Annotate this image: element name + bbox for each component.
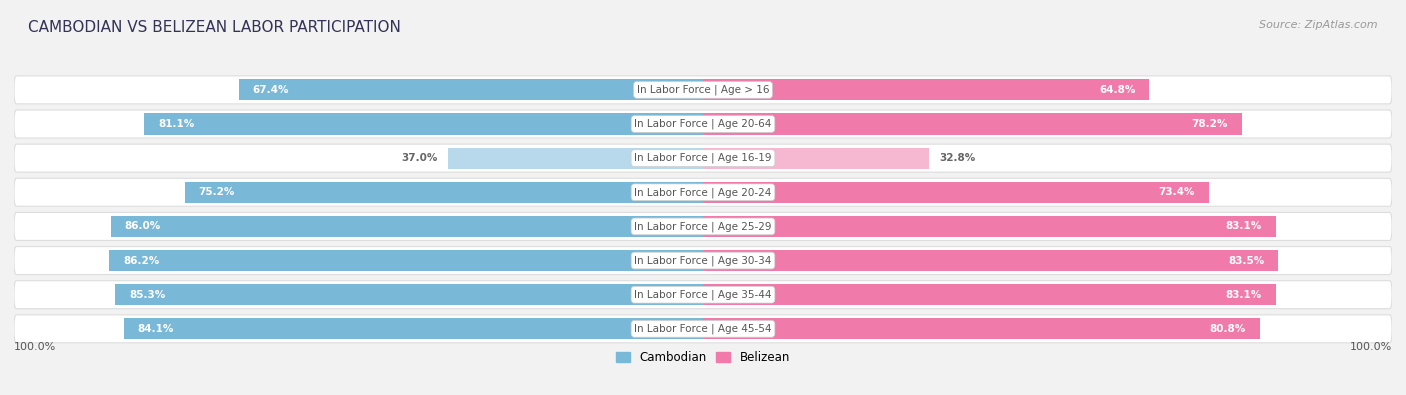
Text: 67.4%: 67.4% bbox=[253, 85, 290, 95]
Text: In Labor Force | Age 30-34: In Labor Force | Age 30-34 bbox=[634, 255, 772, 266]
Text: 80.8%: 80.8% bbox=[1209, 324, 1246, 334]
FancyBboxPatch shape bbox=[14, 76, 1392, 104]
Text: 100.0%: 100.0% bbox=[1350, 342, 1392, 352]
Text: 64.8%: 64.8% bbox=[1099, 85, 1136, 95]
Bar bbox=[239, 79, 703, 100]
FancyBboxPatch shape bbox=[14, 315, 1392, 343]
FancyBboxPatch shape bbox=[14, 246, 1392, 275]
Legend: Cambodian, Belizean: Cambodian, Belizean bbox=[616, 351, 790, 364]
Bar bbox=[124, 318, 703, 339]
FancyBboxPatch shape bbox=[14, 178, 1392, 206]
Text: 32.8%: 32.8% bbox=[939, 153, 976, 163]
Bar bbox=[186, 182, 703, 203]
Text: 86.2%: 86.2% bbox=[122, 256, 159, 265]
Text: 83.5%: 83.5% bbox=[1229, 256, 1264, 265]
FancyBboxPatch shape bbox=[14, 144, 1392, 172]
Bar bbox=[145, 113, 703, 135]
FancyBboxPatch shape bbox=[14, 281, 1392, 308]
Bar bbox=[703, 250, 1278, 271]
Text: 37.0%: 37.0% bbox=[401, 153, 437, 163]
Text: 73.4%: 73.4% bbox=[1159, 187, 1195, 197]
Bar bbox=[111, 216, 703, 237]
Text: In Labor Force | Age 20-64: In Labor Force | Age 20-64 bbox=[634, 119, 772, 129]
Text: 100.0%: 100.0% bbox=[14, 342, 56, 352]
Bar bbox=[703, 148, 929, 169]
Bar bbox=[703, 182, 1209, 203]
Text: In Labor Force | Age 25-29: In Labor Force | Age 25-29 bbox=[634, 221, 772, 232]
Bar bbox=[110, 250, 703, 271]
Text: In Labor Force | Age 45-54: In Labor Force | Age 45-54 bbox=[634, 324, 772, 334]
Bar bbox=[115, 284, 703, 305]
Text: Source: ZipAtlas.com: Source: ZipAtlas.com bbox=[1260, 20, 1378, 30]
Bar bbox=[449, 148, 703, 169]
Bar bbox=[703, 318, 1260, 339]
Text: 78.2%: 78.2% bbox=[1192, 119, 1227, 129]
Text: In Labor Force | Age 20-24: In Labor Force | Age 20-24 bbox=[634, 187, 772, 198]
Text: 84.1%: 84.1% bbox=[138, 324, 174, 334]
Bar bbox=[703, 79, 1150, 100]
Text: In Labor Force | Age 35-44: In Labor Force | Age 35-44 bbox=[634, 290, 772, 300]
FancyBboxPatch shape bbox=[14, 213, 1392, 241]
Text: 83.1%: 83.1% bbox=[1226, 290, 1261, 300]
Text: 85.3%: 85.3% bbox=[129, 290, 166, 300]
Text: 86.0%: 86.0% bbox=[124, 222, 160, 231]
Text: In Labor Force | Age 16-19: In Labor Force | Age 16-19 bbox=[634, 153, 772, 164]
Text: 75.2%: 75.2% bbox=[198, 187, 235, 197]
FancyBboxPatch shape bbox=[14, 110, 1392, 138]
Text: 83.1%: 83.1% bbox=[1226, 222, 1261, 231]
Bar bbox=[703, 216, 1275, 237]
Text: 81.1%: 81.1% bbox=[157, 119, 194, 129]
Bar bbox=[703, 284, 1275, 305]
Bar bbox=[703, 113, 1241, 135]
Text: CAMBODIAN VS BELIZEAN LABOR PARTICIPATION: CAMBODIAN VS BELIZEAN LABOR PARTICIPATIO… bbox=[28, 20, 401, 35]
Text: In Labor Force | Age > 16: In Labor Force | Age > 16 bbox=[637, 85, 769, 95]
